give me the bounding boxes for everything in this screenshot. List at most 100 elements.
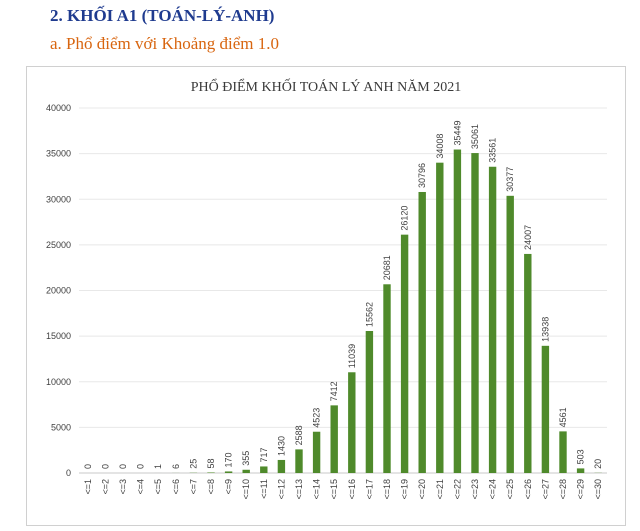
bar	[312, 431, 321, 473]
bar	[260, 466, 268, 473]
y-tick-label: 40000	[46, 103, 71, 113]
x-tick-label: <=26	[523, 479, 533, 500]
x-tick-label: <=15	[329, 479, 339, 500]
y-tick-label: 30000	[46, 194, 71, 204]
data-label: 58	[206, 458, 216, 468]
chart-title: PHỔ ĐIỂM KHỐI TOÁN LÝ ANH NĂM 2021	[191, 77, 462, 95]
bar	[207, 472, 215, 473]
chart-container: PHỔ ĐIỂM KHỐI TOÁN LÝ ANH NĂM 2021 0 5000…	[26, 66, 626, 526]
data-labels: 0 0 0 0 1 6 25 58 170 355 717 1430 2588 4523 7412 11039…	[83, 120, 603, 469]
data-label: 7412	[329, 381, 339, 401]
x-tick-label: <=17	[364, 479, 374, 500]
data-label: 15562	[364, 302, 374, 327]
x-tick-label: <=20	[417, 479, 427, 500]
x-tick-label: <=27	[540, 479, 550, 500]
data-label: 20	[593, 459, 603, 469]
bar	[576, 468, 585, 473]
data-label: 30377	[505, 167, 515, 192]
x-tick-label: <=1	[83, 479, 93, 495]
data-label: 0	[118, 464, 128, 469]
bar	[436, 162, 444, 473]
bar	[488, 166, 497, 474]
data-label: 30796	[417, 163, 427, 188]
x-tick-label: <=9	[224, 479, 234, 495]
data-label: 1430	[276, 436, 286, 456]
x-axis: <=1 <=2 <=3 <=4 <=5 <=6 <=7 <=8 <=9 <=10 <=11 <=12 <…	[83, 479, 603, 500]
data-label: 34008	[435, 134, 445, 159]
y-tick-label: 20000	[46, 286, 71, 296]
bar	[383, 284, 391, 473]
bar	[242, 469, 250, 473]
gridlines	[79, 107, 607, 474]
x-tick-label: <=18	[382, 479, 392, 500]
x-tick-label: <=3	[118, 479, 128, 495]
bars	[154, 149, 602, 474]
data-label: 1	[153, 464, 163, 469]
bar	[541, 345, 550, 473]
x-tick-label: <=16	[347, 479, 357, 500]
x-tick-label: <=10	[241, 479, 251, 500]
x-tick-label: <=21	[435, 479, 445, 500]
data-label: 11039	[347, 344, 357, 368]
data-label: 0	[83, 464, 93, 469]
x-tick-label: <=23	[470, 479, 480, 500]
data-label: 0	[136, 464, 146, 469]
y-tick-label: 0	[66, 468, 71, 478]
x-tick-label: <=12	[276, 479, 286, 500]
bar	[224, 471, 233, 473]
data-label: 503	[576, 449, 586, 464]
x-tick-label: <=5	[153, 479, 163, 495]
data-label: 4523	[312, 408, 322, 428]
y-tick-label: 25000	[46, 240, 71, 250]
bar	[418, 191, 426, 473]
data-label: 4561	[558, 407, 568, 427]
x-tick-label: <=24	[488, 479, 498, 500]
data-label: 13938	[540, 317, 550, 342]
section-heading: 2. KHỐI A1 (TOÁN-LÝ-ANH)	[50, 6, 275, 25]
x-tick-label: <=22	[452, 479, 462, 500]
data-label: 2588	[294, 425, 304, 445]
x-tick-label: <=19	[400, 479, 410, 500]
data-label: 35449	[452, 120, 462, 145]
x-tick-label: <=8	[206, 479, 216, 495]
x-tick-label: <=30	[593, 479, 603, 500]
x-tick-label: <=29	[576, 479, 586, 500]
data-label: 33561	[488, 138, 498, 163]
bar	[524, 253, 532, 473]
bar	[559, 431, 567, 473]
bar	[348, 372, 356, 473]
data-label: 0	[100, 464, 110, 469]
data-label: 24007	[523, 225, 533, 250]
data-label: 355	[241, 451, 251, 466]
bar	[277, 459, 286, 473]
bar	[330, 405, 338, 473]
x-tick-label: <=25	[505, 479, 515, 500]
bar	[365, 330, 374, 473]
x-tick-label: <=14	[312, 479, 322, 500]
y-tick-label: 10000	[46, 377, 71, 387]
bar	[506, 195, 514, 473]
y-axis: 0 5000 10000 15000 20000 25000 30000 35000 40000	[46, 103, 71, 478]
y-tick-label: 5000	[51, 422, 71, 432]
y-tick-label: 15000	[46, 331, 71, 341]
data-label: 6	[171, 464, 181, 469]
data-label: 35061	[470, 124, 480, 149]
bar	[471, 153, 479, 474]
x-tick-label: <=11	[259, 479, 269, 499]
bar-chart: PHỔ ĐIỂM KHỐI TOÁN LÝ ANH NĂM 2021 0 5000…	[46, 77, 607, 500]
data-label: 170	[224, 452, 234, 467]
x-tick-label: <=6	[171, 479, 181, 495]
x-tick-label: <=4	[136, 479, 146, 495]
data-label: 717	[259, 447, 269, 462]
x-tick-label: <=28	[558, 479, 568, 500]
bar	[295, 449, 303, 473]
data-label: 25	[188, 459, 198, 469]
x-tick-label: <=2	[100, 479, 110, 495]
x-tick-label: <=13	[294, 479, 304, 500]
data-label: 20681	[382, 255, 392, 280]
bar	[453, 149, 462, 473]
x-tick-label: <=7	[188, 479, 198, 495]
section-subheading: a. Phổ điểm với Khoảng điểm 1.0	[50, 34, 280, 53]
y-tick-label: 35000	[46, 149, 71, 159]
data-label: 26120	[400, 206, 410, 231]
